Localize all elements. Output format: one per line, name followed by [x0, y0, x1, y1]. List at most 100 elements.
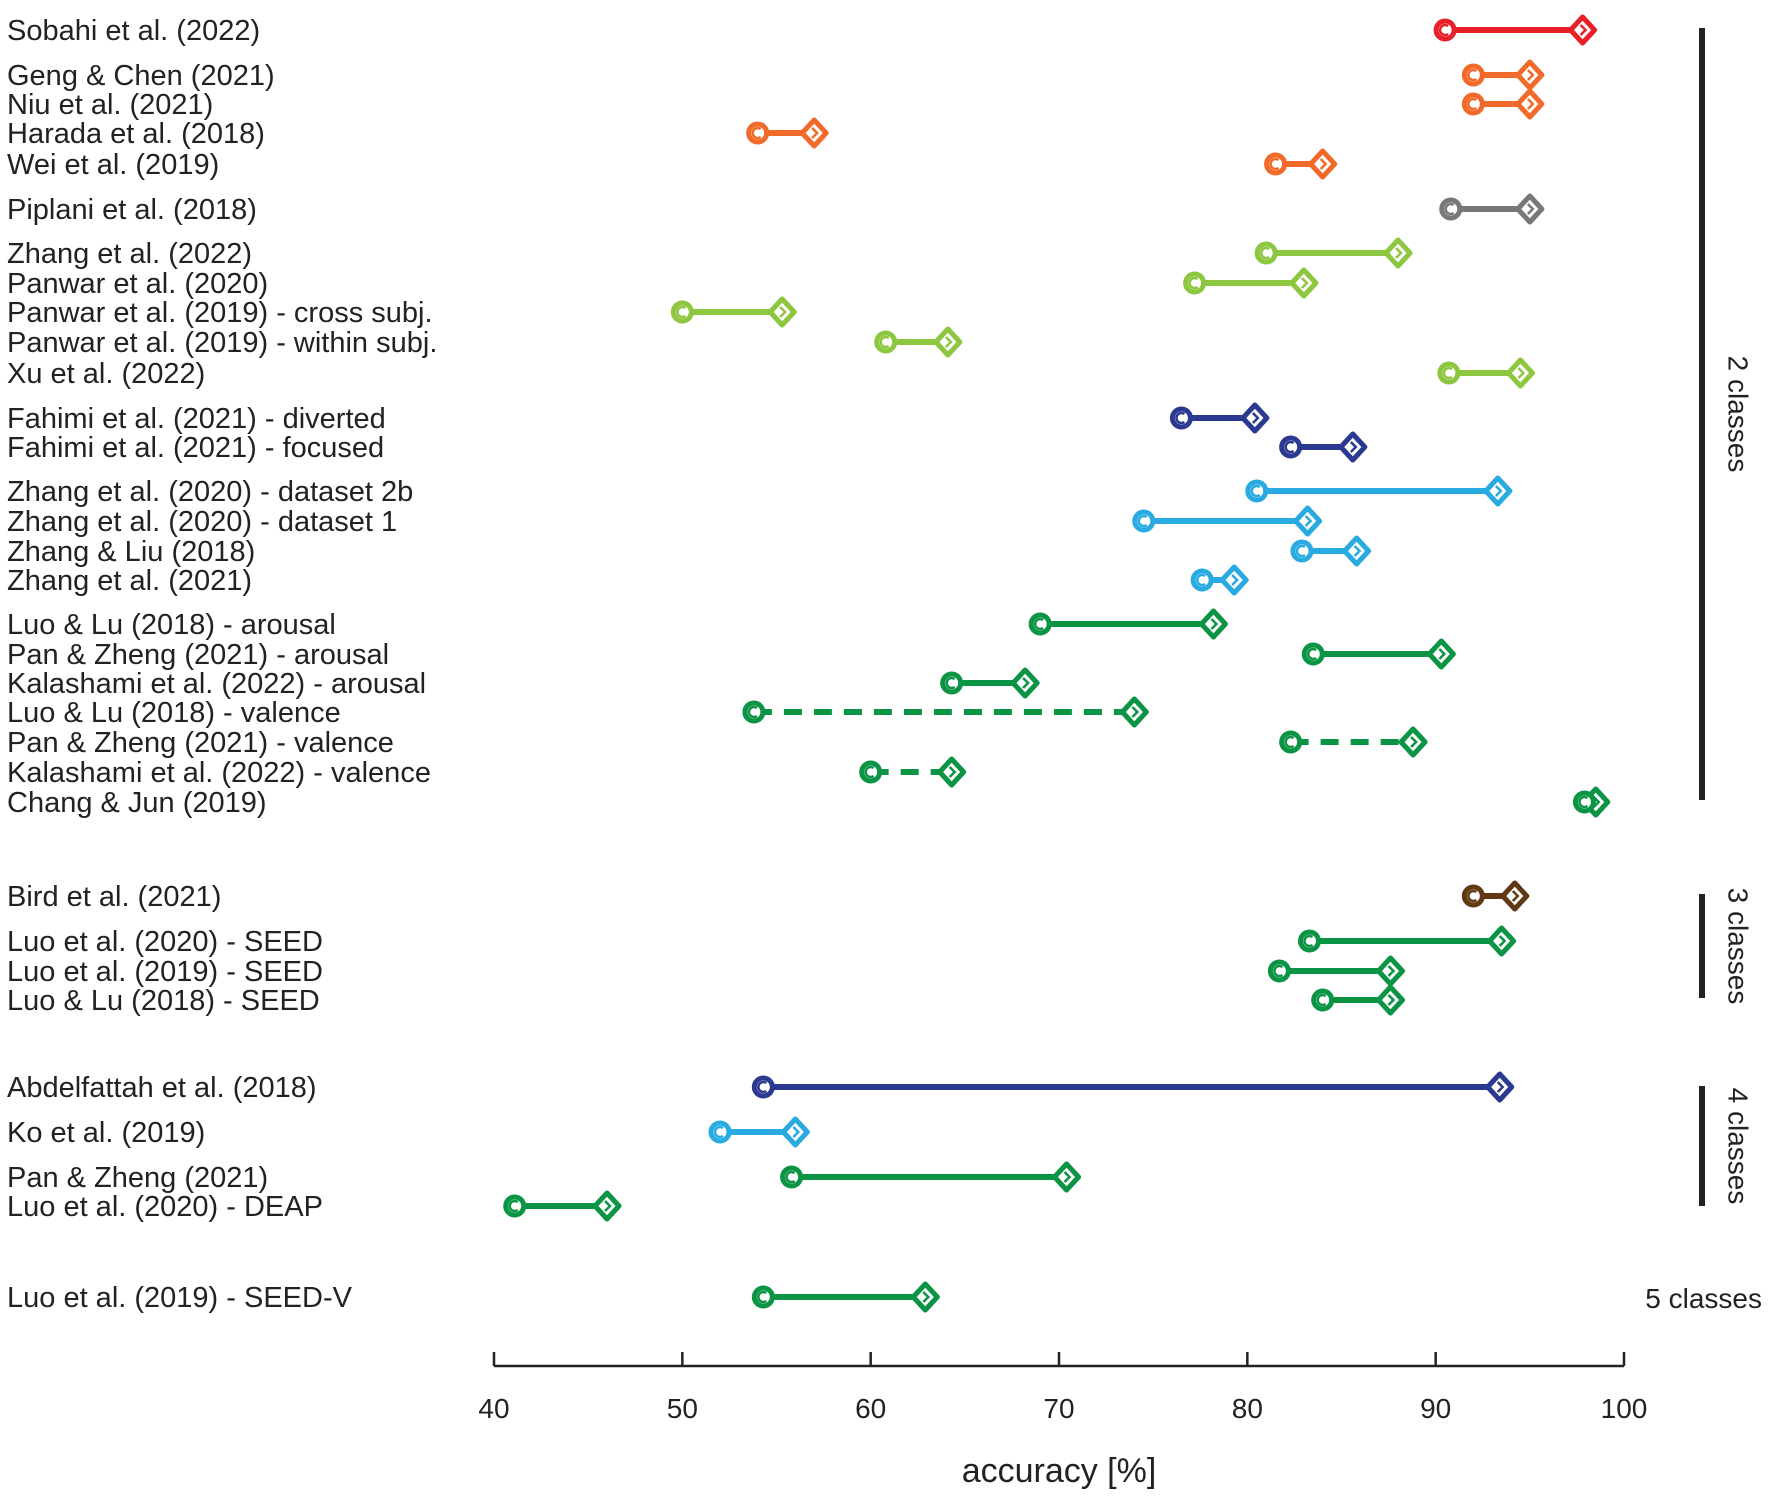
study-label: Panwar et al. (2019) - within subj. [7, 327, 437, 359]
end-accuracy-diamond [1515, 88, 1545, 120]
data-row: Fahimi et al. (2021) - diverted [7, 402, 1270, 435]
data-row: Panwar et al. (2020) [7, 267, 1319, 300]
start-accuracy-circle [670, 300, 694, 324]
end-accuracy-diamond-inner [922, 1291, 931, 1303]
data-row: Pan & Zheng (2021) [7, 1161, 1082, 1194]
data-row: Harada et al. (2018) [7, 117, 829, 150]
class-group-brackets: 2 classes 3 classes 4 classes 5 classes [1645, 28, 1762, 1314]
data-row: Panwar et al. (2019) - within subj. [7, 326, 963, 359]
start-accuracy-circle [780, 1165, 804, 1189]
study-label: Panwar et al. (2020) [7, 268, 268, 300]
data-row: Luo & Lu (2018) - SEED [7, 984, 1405, 1017]
study-label: Luo & Lu (2018) - arousal [7, 609, 336, 641]
start-accuracy-circle-inner [751, 126, 762, 140]
study-label: Luo & Lu (2018) - SEED [7, 985, 320, 1017]
end-accuracy-diamond-inner [1498, 935, 1507, 947]
data-row: Zhang et al. (2022) [7, 237, 1413, 270]
end-accuracy-diamond-inner [1579, 24, 1588, 36]
study-label: Luo et al. (2020) - DEAP [7, 1191, 323, 1223]
end-accuracy-diamond-inner [1349, 441, 1358, 453]
end-accuracy-diamond [1568, 14, 1598, 46]
start-accuracy-circle-inner [1307, 647, 1317, 661]
start-accuracy-circle [1461, 884, 1485, 908]
data-row: Zhang & Liu (2018) [7, 535, 1372, 568]
end-accuracy-diamond [933, 326, 963, 358]
end-accuracy-diamond-inner [1304, 515, 1313, 527]
data-row: Kalashami et al. (2022) - valence [7, 756, 967, 789]
data-row: Zhang et al. (2020) - dataset 1 [7, 505, 1323, 538]
start-accuracy-circle [1028, 612, 1052, 636]
study-label: Abdelfattah et al. (2018) [7, 1072, 317, 1104]
end-accuracy-diamond [1485, 1071, 1515, 1103]
x-axis: 40 50 60 70 80 90 100 accuracy [%] [478, 1352, 1647, 1490]
start-accuracy-circle [1264, 152, 1288, 176]
end-accuracy-diamond [1515, 59, 1545, 91]
start-accuracy-circle-inner [1284, 440, 1295, 454]
start-accuracy-circle [940, 671, 964, 695]
start-accuracy-circle-inner [1033, 617, 1044, 631]
end-accuracy-diamond-inner [1387, 994, 1396, 1006]
end-accuracy-diamond [1375, 984, 1405, 1016]
end-accuracy-diamond-inner [1496, 1081, 1505, 1093]
study-label: Luo & Lu (2018) - valence [7, 697, 341, 729]
end-accuracy-diamond [1289, 267, 1319, 299]
study-label: Zhang et al. (2022) [7, 238, 252, 270]
end-accuracy-diamond [1293, 505, 1323, 537]
study-label: Pan & Zheng (2021) [7, 1162, 268, 1194]
start-accuracy-circle-inner [1578, 795, 1589, 809]
start-accuracy-circle [1169, 406, 1193, 430]
end-accuracy-diamond-inner [1210, 618, 1219, 630]
end-accuracy-diamond [1505, 357, 1535, 389]
end-accuracy-diamond [1198, 608, 1228, 640]
group-label: 5 classes [1645, 1283, 1762, 1314]
data-row: Kalashami et al. (2022) - arousal [7, 667, 1040, 700]
start-accuracy-circle [708, 1120, 732, 1144]
data-row: Wei et al. (2019) [7, 148, 1338, 181]
end-accuracy-diamond [937, 756, 967, 788]
study-label: Bird et al. (2021) [7, 881, 221, 913]
start-accuracy-circle-inner [1273, 964, 1284, 978]
x-tick-label: 80 [1232, 1393, 1263, 1424]
start-accuracy-circle [1572, 790, 1596, 814]
start-accuracy-circle-inner [1438, 23, 1449, 37]
start-accuracy-circle [751, 1285, 775, 1309]
data-row: Luo et al. (2020) - SEED [7, 925, 1517, 958]
start-accuracy-circle [1267, 959, 1291, 983]
start-accuracy-circle-inner [1137, 514, 1148, 528]
data-row: Luo et al. (2019) - SEED-V [7, 1281, 940, 1314]
end-accuracy-diamond-inner [1517, 367, 1526, 379]
start-accuracy-circle-inner [1303, 934, 1314, 948]
end-accuracy-diamond-inner [792, 1126, 801, 1138]
end-accuracy-diamond [1119, 696, 1149, 728]
start-accuracy-circle-inner [508, 1199, 519, 1213]
start-accuracy-circle-inner [785, 1170, 796, 1184]
end-accuracy-diamond [910, 1281, 940, 1313]
end-accuracy-diamond-inner [1494, 485, 1503, 497]
end-accuracy-diamond-inner [1395, 247, 1403, 259]
start-accuracy-circle-inner [1467, 97, 1478, 111]
study-label: Ko et al. (2019) [7, 1117, 205, 1149]
start-accuracy-circle-inner [1442, 366, 1453, 380]
study-label: Luo et al. (2019) - SEED-V [7, 1282, 353, 1314]
end-accuracy-diamond-inner [1319, 158, 1328, 170]
end-accuracy-diamond [1308, 148, 1338, 180]
end-accuracy-diamond [780, 1116, 810, 1148]
study-label: Zhang et al. (2020) - dataset 1 [7, 506, 397, 538]
data-row: Sobahi et al. (2022) [7, 14, 1598, 47]
data-rows: Sobahi et al. (2022) Geng & Chen (2021)Ni… [7, 14, 1611, 1314]
start-accuracy-circle [1433, 18, 1457, 42]
start-accuracy-circle-inner [1467, 889, 1478, 903]
x-tick-label: 50 [667, 1393, 698, 1424]
start-accuracy-circle-inner [864, 765, 875, 779]
study-label: Sobahi et al. (2022) [7, 15, 260, 47]
start-accuracy-circle [1190, 568, 1214, 592]
end-accuracy-diamond [1219, 564, 1249, 596]
start-accuracy-circle [1279, 435, 1303, 459]
start-accuracy-circle [742, 700, 766, 724]
start-accuracy-circle-inner [879, 335, 890, 349]
data-row: Luo et al. (2019) - SEED [7, 955, 1405, 988]
start-accuracy-circle-inner [945, 676, 956, 690]
start-accuracy-circle [1297, 929, 1321, 953]
start-accuracy-circle [1439, 197, 1463, 221]
